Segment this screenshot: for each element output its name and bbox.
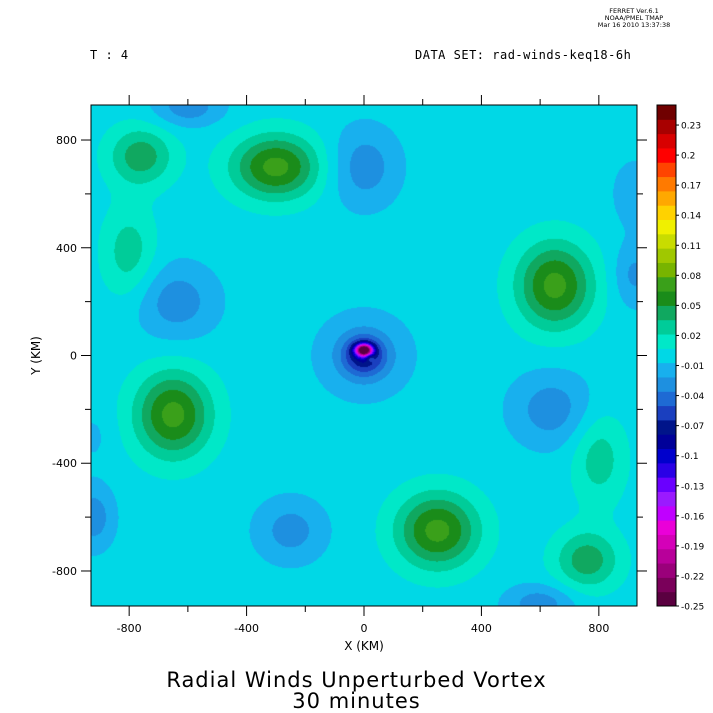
colorbar-swatch [657, 548, 676, 564]
y-tick-label: -400 [52, 457, 77, 470]
colorbar-swatch [657, 162, 676, 178]
axis-tick-labels: -800 -400 0 400 800 800 400 0 -400 -800 [52, 134, 609, 635]
colorbar-label: 0.11 [681, 242, 701, 252]
colorbar-frame [656, 104, 677, 607]
colorbar-swatch [657, 190, 676, 206]
colorbar-swatch [657, 434, 676, 450]
x-tick-label: -400 [234, 622, 259, 635]
colorbar-label: -0.16 [681, 512, 705, 522]
stamp-version: FERRET Ver.6.1 [609, 7, 659, 15]
x-tick-label: 800 [588, 622, 609, 635]
colorbar-swatch [657, 305, 676, 321]
colorbar-label: -0.25 [681, 603, 704, 613]
colorbar-swatch [657, 291, 676, 306]
colorbar-swatch [657, 262, 676, 278]
colorbar-swatch [657, 391, 676, 407]
chart-title: Radial Winds Unperturbed Vortex [166, 668, 547, 692]
colorbar-swatch [657, 276, 676, 292]
colorbar-swatch [657, 205, 676, 221]
y-tick-label: 400 [56, 242, 77, 255]
colorbar-swatch [657, 520, 676, 535]
colorbar-label: 0.05 [681, 302, 701, 312]
colorbar-swatch [657, 577, 676, 593]
colorbar-swatch [657, 219, 676, 235]
colorbar [656, 104, 677, 607]
colorbar-swatch [657, 376, 676, 392]
contour-field [91, 105, 637, 606]
colorbar-swatch [657, 591, 676, 607]
colorbar-swatch [657, 248, 676, 263]
colorbar-label: 0.23 [681, 122, 701, 132]
colorbar-label: -0.22 [681, 572, 704, 582]
y-tick-label: -800 [52, 565, 77, 578]
x-tick-label: 400 [471, 622, 492, 635]
colorbar-swatch [657, 147, 676, 163]
y-tick-label: 800 [56, 134, 77, 147]
colorbar-swatch [657, 419, 676, 435]
colorbar-swatch [657, 334, 676, 349]
colorbar-label: 0.2 [681, 152, 695, 162]
colorbar-label: -0.13 [681, 482, 704, 492]
dataset-label: DATA SET: rad-winds-keq18-6h [415, 48, 632, 62]
colorbar-label: 0.14 [681, 212, 701, 222]
colorbar-swatch [657, 176, 676, 192]
colorbar-label: -0.19 [681, 542, 705, 552]
colorbar-labels: 0.23 0.2 0.17 0.14 0.11 0.08 0.05 0.02 -0.01 -0.0… [676, 122, 705, 613]
y-tick-label: 0 [70, 350, 77, 363]
colorbar-swatch [657, 119, 676, 135]
colorbar-swatch [657, 319, 676, 335]
colorbar-label: -0.1 [681, 452, 699, 462]
x-axis-label: X (KM) [344, 639, 384, 653]
colorbar-label: 0.02 [681, 332, 701, 342]
axis-ticks [81, 95, 647, 616]
ferret-stamp: FERRET Ver.6.1 NOAA/PMEL TMAP Mar 16 201… [590, 8, 678, 29]
colorbar-swatch [657, 405, 676, 421]
colorbar-swatch [657, 448, 676, 464]
colorbar-swatch [657, 563, 676, 578]
colorbar-swatch [657, 491, 676, 507]
y-axis-label: Y (KM) [29, 336, 43, 376]
colorbar-swatch [657, 362, 676, 378]
colorbar-label: 0.17 [681, 182, 701, 192]
x-tick-label: -800 [117, 622, 142, 635]
colorbar-swatch [657, 505, 676, 521]
stamp-date: Mar 16 2010 13:37:38 [597, 21, 671, 29]
colorbar-label: 0.08 [681, 272, 701, 282]
x-tick-label: 0 [361, 622, 368, 635]
colorbar-swatch [657, 348, 676, 364]
colorbar-swatch [657, 233, 676, 249]
colorbar-label: -0.04 [681, 392, 705, 402]
colorbar-label: -0.01 [681, 362, 704, 372]
time-label: T : 4 [90, 48, 129, 62]
colorbar-swatch [657, 534, 676, 550]
colorbar-swatch [657, 133, 676, 149]
stamp-org: NOAA/PMEL TMAP [604, 14, 664, 22]
colorbar-swatch [657, 105, 676, 120]
chart-subtitle: 30 minutes [292, 689, 421, 713]
colorbar-swatch [657, 477, 676, 492]
colorbar-label: -0.07 [681, 422, 704, 432]
colorbar-swatch [657, 462, 676, 478]
